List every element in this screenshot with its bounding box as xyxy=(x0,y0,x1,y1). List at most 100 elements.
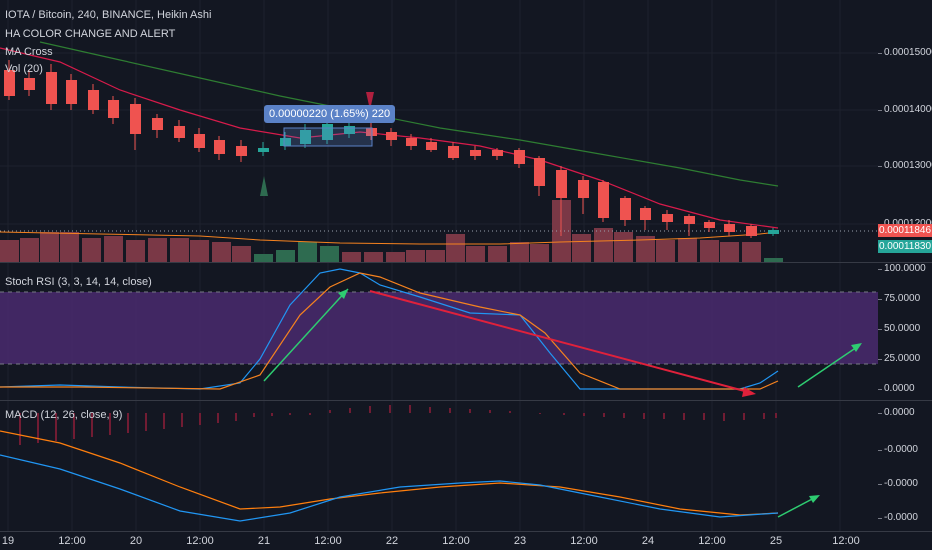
time-label: 12:00 xyxy=(186,535,214,547)
candle-body xyxy=(662,214,673,222)
measure-box xyxy=(283,127,373,147)
volume-bar xyxy=(40,232,59,262)
candle-body xyxy=(46,72,57,104)
volume-bar xyxy=(614,232,633,262)
volume-bar xyxy=(276,250,295,262)
time-label: 19 xyxy=(1,535,15,547)
price-tick: 0.00013000 xyxy=(884,160,932,171)
candle-body xyxy=(534,158,545,186)
volume-bar xyxy=(572,234,591,262)
macd-title[interactable]: MACD (12, 26, close, 9) xyxy=(5,409,123,421)
price-chart-canvas[interactable] xyxy=(0,0,878,262)
time-label: 12:00 xyxy=(442,535,470,547)
volume-bar xyxy=(320,246,339,262)
volume-bar xyxy=(170,238,189,262)
candle-body xyxy=(768,230,779,234)
green-arrow-head xyxy=(338,289,348,299)
volume-bar xyxy=(104,236,123,262)
price-tick: 0.00015000 xyxy=(884,47,932,58)
candle-body xyxy=(470,150,481,156)
macd-signal-line xyxy=(0,430,779,516)
sell-signal-marker xyxy=(366,92,374,110)
volume-bar xyxy=(742,242,761,262)
stoch-tick: 75.0000 xyxy=(884,293,921,304)
candle-body xyxy=(684,216,695,224)
stoch-d-line xyxy=(0,272,779,390)
buy-signal-marker xyxy=(260,176,268,196)
candle-body xyxy=(344,126,355,134)
stoch-rsi-title[interactable]: Stoch RSI (3, 3, 14, 14, close) xyxy=(5,276,152,288)
candle-body xyxy=(130,104,141,134)
macd-canvas[interactable] xyxy=(0,401,878,531)
macd-tick: 0.0000 xyxy=(884,407,915,418)
volume-bar xyxy=(406,250,425,262)
stoch-tick: 0.0000 xyxy=(884,383,915,394)
volume-bar xyxy=(212,242,231,262)
time-label: 12:00 xyxy=(832,535,860,547)
macd-pane[interactable] xyxy=(0,401,878,531)
candle-body xyxy=(578,180,589,198)
candle-body xyxy=(704,222,715,228)
candle-body xyxy=(236,146,247,156)
price-pane[interactable] xyxy=(0,0,878,262)
candle-body xyxy=(746,226,757,236)
macd-tick: -0.0000 xyxy=(884,478,918,489)
green-arrow xyxy=(263,288,349,382)
candle-body xyxy=(406,138,417,146)
candle-body xyxy=(4,70,15,96)
volume-bar xyxy=(764,258,783,262)
candle-body xyxy=(426,142,437,150)
symbol-title[interactable]: IOTA / Bitcoin, 240, BINANCE, Heikin Ash… xyxy=(5,9,212,21)
volume-bar xyxy=(510,242,529,262)
red-arrow xyxy=(369,290,753,394)
candle-body xyxy=(640,208,651,220)
study-ha-color-change[interactable]: HA COLOR CHANGE AND ALERT xyxy=(5,28,176,40)
volume-bar xyxy=(530,244,549,262)
green-arrow-head xyxy=(809,495,820,503)
stoch-rsi-pane[interactable] xyxy=(0,263,878,400)
candle-body xyxy=(258,148,269,152)
volume-bar xyxy=(446,234,465,262)
candle-body xyxy=(24,78,35,90)
stoch-tick: 50.0000 xyxy=(884,323,921,334)
study-ma-cross[interactable]: MA Cross xyxy=(5,46,53,58)
volume-bar xyxy=(342,252,361,262)
candle-body xyxy=(492,150,503,156)
volume-bar xyxy=(20,238,39,262)
measure-tooltip: 0.00000220 (1.65%) 220 xyxy=(264,105,396,123)
volume-bar xyxy=(232,246,251,262)
candle-body xyxy=(152,118,163,130)
volume-bar xyxy=(60,232,79,262)
green-arrow-head xyxy=(851,343,862,352)
candle-body xyxy=(66,80,77,104)
candle-body xyxy=(88,90,99,110)
volume-bar xyxy=(426,250,445,262)
stoch-rsi-axis[interactable]: 100.0000 75.0000 50.0000 25.0000 0.0000 xyxy=(878,263,932,400)
candle-body xyxy=(386,132,397,140)
time-label: 23 xyxy=(513,535,527,547)
macd-axis[interactable]: 0.0000 -0.0000 -0.0000 -0.0000 xyxy=(878,401,932,531)
price-tick: 0.00014000 xyxy=(884,104,932,115)
candle-body xyxy=(514,150,525,164)
price-tick: 0.00012000 xyxy=(884,218,932,229)
stoch-tick: 25.0000 xyxy=(884,353,921,364)
overbought-oversold-band xyxy=(0,292,878,364)
volume-ma-line xyxy=(0,231,779,245)
volume-bar xyxy=(82,238,101,262)
price-axis[interactable]: 0.00015000 0.00014000 0.00013000 0.00012… xyxy=(878,0,932,262)
volume-bar xyxy=(148,238,167,262)
volume-bar xyxy=(594,228,613,262)
volume-bar xyxy=(254,254,273,262)
volume-bar xyxy=(0,240,19,262)
study-volume[interactable]: Vol (20) xyxy=(5,63,43,75)
time-label: 22 xyxy=(385,535,399,547)
candle-body xyxy=(280,138,291,146)
ma-slow-line xyxy=(39,41,779,187)
stoch-rsi-canvas[interactable] xyxy=(0,263,878,400)
volume-bar xyxy=(126,240,145,262)
green-arrow xyxy=(777,496,817,518)
volume-bar xyxy=(386,252,405,262)
time-label: 12:00 xyxy=(570,535,598,547)
time-label: 12:00 xyxy=(314,535,342,547)
macd-line xyxy=(0,454,779,522)
